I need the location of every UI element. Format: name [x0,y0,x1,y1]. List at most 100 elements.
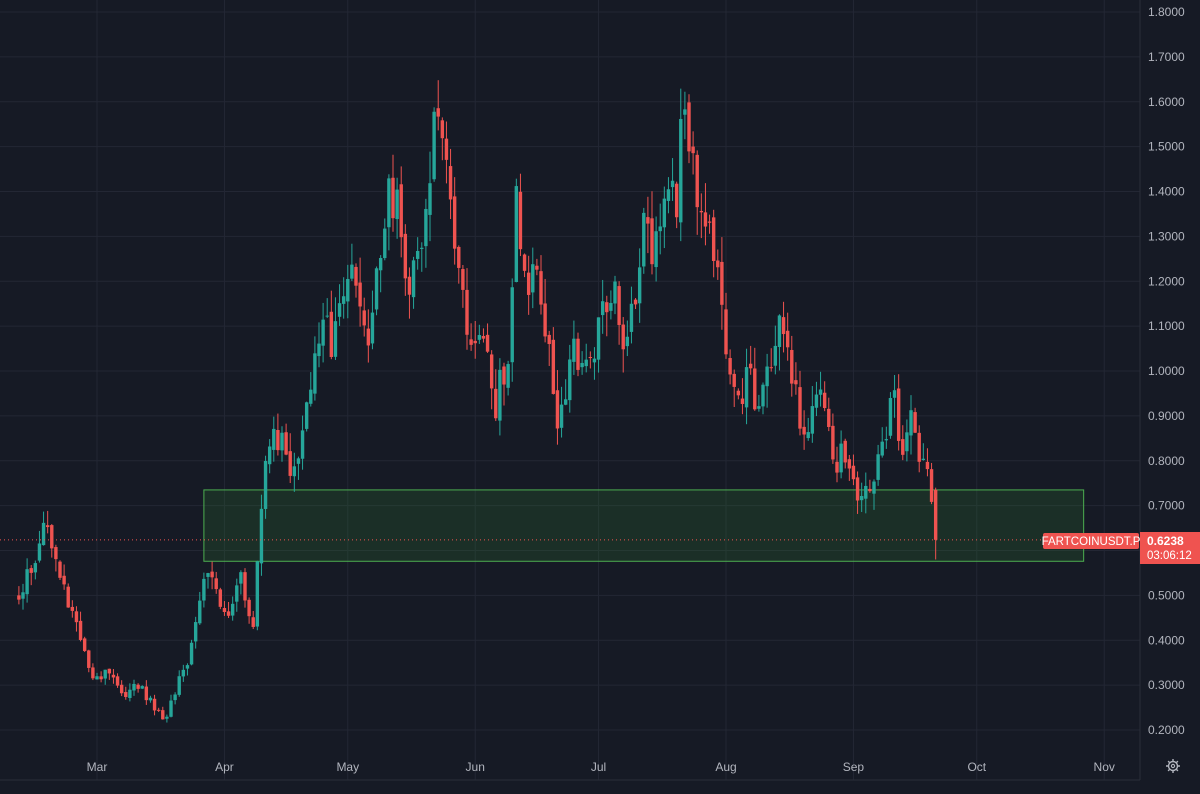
candle-2025-03-13[interactable] [144,680,149,705]
candle-2025-07-04[interactable] [609,290,613,320]
candle-2025-08-22[interactable] [810,386,815,443]
candle-2025-05-05[interactable] [362,297,366,337]
candle-2025-08-26[interactable] [827,397,831,432]
candle-2025-05-04[interactable] [358,257,362,327]
candle-2025-02-26[interactable] [82,636,87,653]
candle-2025-05-11[interactable] [387,174,391,251]
candle-2025-08-16[interactable] [785,312,790,361]
candle-2025-03-17[interactable] [161,706,165,720]
candle-2025-06-30[interactable] [592,347,597,380]
candle-2025-09-16[interactable] [913,407,917,434]
candle-2025-03-20[interactable] [173,692,177,705]
candle-2025-02-28[interactable] [91,663,95,681]
candle-2025-06-20[interactable] [551,327,556,395]
candle-2025-05-20[interactable] [424,198,428,268]
candle-2025-08-09[interactable] [757,394,761,412]
candle-2025-09-17[interactable] [917,425,921,473]
candle-2025-08-04[interactable] [736,388,741,400]
candle-2025-08-19[interactable] [798,370,802,436]
candle-2025-07-11[interactable] [637,248,642,323]
candle-2025-04-04[interactable] [235,578,239,612]
candle-2025-03-02[interactable] [99,671,103,683]
candle-2025-09-02[interactable] [855,471,860,514]
candle-2025-04-09[interactable] [255,560,260,631]
candle-2025-06-13[interactable] [522,253,527,278]
candle-2025-07-05[interactable] [613,275,617,315]
candle-2025-08-02[interactable] [728,349,732,385]
candle-2025-04-06[interactable] [243,568,247,608]
candle-2025-05-24[interactable] [440,117,445,161]
candle-2025-09-21[interactable] [933,487,938,560]
candle-2025-03-10[interactable] [132,679,136,696]
candle-2025-09-12[interactable] [896,374,901,451]
candle-2025-03-07[interactable] [119,680,124,697]
candle-2025-02-11[interactable] [21,583,25,610]
candle-2025-03-16[interactable] [156,707,161,713]
candle-2025-03-11[interactable] [136,683,140,693]
candle-2025-08-20[interactable] [802,410,806,450]
candle-2025-09-07[interactable] [876,444,880,486]
candle-2025-07-14[interactable] [650,191,654,275]
candle-2025-06-12[interactable] [518,173,523,257]
candle-2025-04-22[interactable] [309,372,313,407]
candle-2025-05-25[interactable] [444,121,449,184]
candle-2025-06-22[interactable] [559,386,564,438]
candle-2025-05-17[interactable] [411,256,416,309]
candle-2025-06-04[interactable] [485,323,490,353]
candle-2025-03-06[interactable] [115,673,120,688]
candle-2025-06-24[interactable] [568,344,572,413]
candle-2025-04-30[interactable] [341,277,346,319]
candle-2025-07-03[interactable] [605,295,609,337]
candle-2025-05-15[interactable] [403,224,408,296]
candle-2025-03-15[interactable] [152,694,157,716]
candle-2025-05-16[interactable] [407,267,412,319]
candle-2025-02-22[interactable] [66,583,70,608]
candle-2025-06-28[interactable] [584,343,588,373]
candle-2025-09-09[interactable] [884,426,889,449]
candle-2025-07-30[interactable] [716,249,720,280]
candle-2025-06-01[interactable] [473,321,477,359]
price-axis[interactable]: 0.20000.30000.40000.50000.60000.70000.80… [1148,5,1185,737]
candle-2025-08-10[interactable] [761,382,765,415]
candle-2025-06-19[interactable] [547,330,551,366]
candle-2025-02-15[interactable] [37,530,42,563]
candle-2025-06-08[interactable] [502,362,506,406]
candle-2025-04-14[interactable] [276,413,280,456]
candle-2025-06-06[interactable] [494,369,498,422]
candle-2025-05-28[interactable] [457,245,461,284]
candle-2025-05-30[interactable] [465,268,469,350]
candle-2025-06-17[interactable] [539,255,543,315]
candle-2025-08-05[interactable] [740,378,745,415]
candle-2025-08-15[interactable] [781,301,786,353]
candle-2025-09-15[interactable] [909,395,913,455]
candle-2025-07-10[interactable] [633,298,638,310]
candle-2025-06-03[interactable] [481,328,486,343]
candle-2025-05-08[interactable] [374,266,379,316]
candle-2025-06-23[interactable] [563,379,568,406]
candle-2025-04-25[interactable] [321,302,325,363]
candle-2025-07-01[interactable] [596,317,601,373]
candle-2025-09-08[interactable] [880,427,884,458]
candle-2025-08-30[interactable] [843,438,847,469]
candle-2025-06-07[interactable] [498,358,502,436]
candle-2025-05-07[interactable] [370,290,375,350]
candle-2025-04-01[interactable] [222,601,227,616]
candle-2025-07-16[interactable] [658,203,662,255]
candle-2025-03-18[interactable] [165,714,169,723]
candle-2025-04-23[interactable] [313,336,317,401]
candle-2025-07-13[interactable] [646,196,650,254]
candle-2025-08-07[interactable] [748,345,753,375]
candle-2025-06-25[interactable] [572,320,576,375]
candle-2025-07-28[interactable] [707,214,712,234]
candle-2025-04-12[interactable] [267,439,272,474]
candle-2025-07-06[interactable] [617,281,621,345]
candle-2025-02-23[interactable] [70,600,75,618]
candle-2025-02-17[interactable] [45,510,50,534]
candle-2025-03-12[interactable] [140,685,144,690]
candle-2025-05-29[interactable] [461,264,465,308]
candle-2025-07-20[interactable] [674,181,679,229]
candle-2025-03-01[interactable] [95,672,99,680]
candle-2025-07-29[interactable] [711,209,716,278]
